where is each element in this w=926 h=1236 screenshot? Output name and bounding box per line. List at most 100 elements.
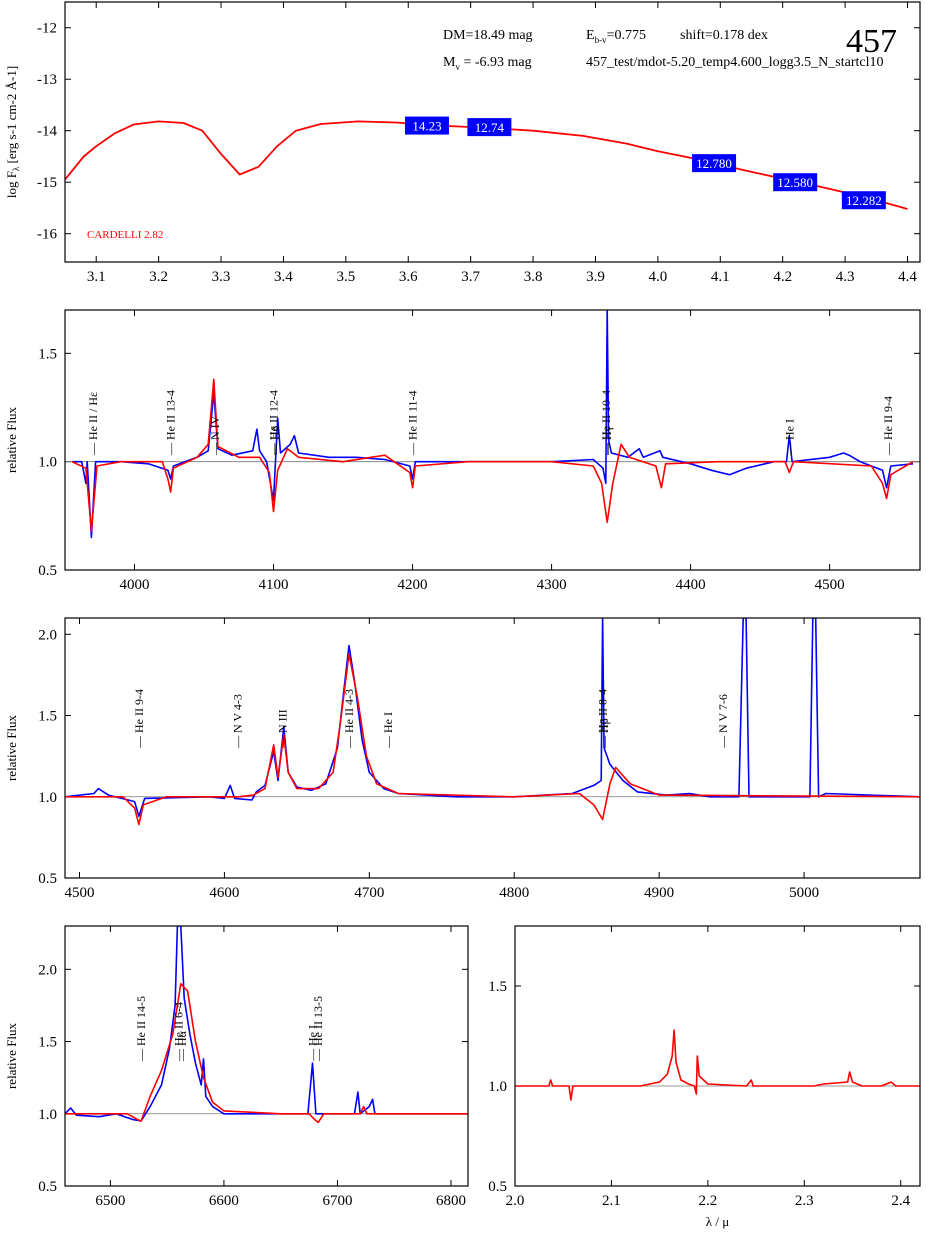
x-tick-label: 3.7 <box>461 269 480 285</box>
y-tick-label: -13 <box>37 72 57 88</box>
line-id-label: — He I <box>381 712 395 749</box>
x-tick-label: 5000 <box>789 885 819 901</box>
svg-text:— He II 8-4: — He II 8-4 <box>596 689 610 749</box>
plot-frame <box>64 617 921 879</box>
line-id-label: — He II 6-4 <box>172 1002 186 1062</box>
line-id-label: — He II 13-5 <box>311 996 325 1062</box>
x-tick-label: 6700 <box>322 1193 352 1209</box>
extinction-label: Eb-v=0.775 <box>586 28 646 45</box>
header-block: DM=18.49 mag Eb-v=0.775 shift=0.178 dex … <box>443 23 897 72</box>
panel-blue: 4000 4100 4200 4300 4400 4500 1.5 1.0 0.5 — He II… <box>4 309 921 593</box>
line-id-label: — He II 8-4 <box>596 689 610 749</box>
x-tick-label: 4600 <box>209 885 239 901</box>
y-axis-label: relative Flux <box>4 714 19 781</box>
x-tick-label: 4400 <box>676 577 706 593</box>
distance-modulus: DM=18.49 mag <box>443 28 533 43</box>
plot-frame <box>64 309 921 571</box>
observed-spectrum-line <box>72 310 914 539</box>
x-tick-label: 4900 <box>644 885 674 901</box>
line-id-label: — He II 9-4 <box>881 396 895 456</box>
line-id-label: — He II 11-4 <box>406 390 420 456</box>
line-id-label: — He II 10-4 <box>599 390 613 456</box>
photometry-box <box>773 173 818 192</box>
photometry-label: 12.74 <box>475 120 505 135</box>
line-id-label: — Hβ <box>597 718 611 749</box>
line-id-label: — He I <box>306 1025 320 1062</box>
x-axis-label: λ / μ <box>706 1214 729 1229</box>
svg-text:— Hβ: — Hβ <box>597 718 611 749</box>
x-tick-label: 4300 <box>537 577 567 593</box>
x-tick-label: 3.6 <box>399 269 418 285</box>
svg-text:— He II 9-4: — He II 9-4 <box>132 689 146 749</box>
y-tick-label: 0.5 <box>38 1179 57 1195</box>
x-tick-label: 4100 <box>259 577 289 593</box>
line-id-label: — He I <box>782 419 796 456</box>
y-tick-label: -15 <box>37 175 57 191</box>
x-tick-label: 3.2 <box>149 269 168 285</box>
x-tick-label: 2.3 <box>795 1193 814 1209</box>
x-tick-label: 4.3 <box>836 269 855 285</box>
line-id-label: — He II 14-5 <box>134 996 148 1062</box>
svg-text:— He II 13-4: — He II 13-4 <box>164 390 178 456</box>
photometry-label: 12.580 <box>777 175 813 190</box>
y-tick-label: 1.5 <box>488 979 507 995</box>
line-id-label: — N V 4-3 <box>230 694 244 749</box>
x-tick-label: 4700 <box>354 885 384 901</box>
x-tick-label: 4.0 <box>649 269 668 285</box>
line-id-label: — He II / Hε <box>86 392 100 456</box>
svg-text:— N V 7-6: — N V 7-6 <box>716 694 730 749</box>
x-tick-label: 3.9 <box>586 269 605 285</box>
reddening-law-label: CARDELLI 2.82 <box>87 229 163 241</box>
model-spectrum-line <box>71 378 914 532</box>
x-tick-label: 4.2 <box>773 269 792 285</box>
photometry-label: 12.282 <box>846 193 882 208</box>
svg-text:— He II 4-3: — He II 4-3 <box>342 689 356 749</box>
svg-text:— He II / Hε: — He II / Hε <box>86 392 100 456</box>
x-tick-label: 4.1 <box>711 269 730 285</box>
y-tick-label: 2.0 <box>38 962 57 978</box>
line-id-label: — He II 9-4 <box>132 689 146 749</box>
panel-red: 6500 6600 6700 6800 2.0 1.5 1.0 0.5 — He II 14-5… <box>4 925 469 1209</box>
x-tick-label: 6500 <box>95 1193 125 1209</box>
x-tick-label: 4000 <box>120 577 150 593</box>
star-id: 457 <box>846 23 897 60</box>
y-tick-label: 0.5 <box>38 871 57 887</box>
x-tick-label: 2.0 <box>506 1193 525 1209</box>
y-axis-label: relative Flux <box>4 1022 19 1089</box>
svg-text:— He II 6-4: — He II 6-4 <box>172 1002 186 1062</box>
photometry-box <box>692 154 737 173</box>
svg-text:— N III: — N III <box>275 709 289 749</box>
photometry-label: 14.23 <box>412 119 441 134</box>
x-tick-label: 4800 <box>499 885 529 901</box>
y-tick-label: -14 <box>37 124 57 140</box>
y-axis-label: log Fλ [erg s-1 cm-2 Å-1] <box>4 66 21 198</box>
line-id-label: — He II 4-3 <box>342 689 356 749</box>
svg-text:— He I: — He I <box>306 1025 320 1062</box>
svg-text:— Hγ: — Hγ <box>600 425 614 456</box>
model-spectrum-line <box>65 653 920 826</box>
y-tick-label: 1.5 <box>38 1035 57 1051</box>
plot-frame <box>64 1 921 263</box>
svg-text:— He II 13-5: — He II 13-5 <box>311 996 325 1062</box>
x-tick-label: 6800 <box>436 1193 466 1209</box>
x-tick-label: 4200 <box>398 577 428 593</box>
line-id-label: — He II 12-4 <box>267 390 281 456</box>
photometry-box <box>404 116 449 135</box>
svg-text:— N IV: — N IV <box>208 415 222 456</box>
x-tick-label: 3.1 <box>87 269 106 285</box>
photometry-box <box>467 118 512 137</box>
y-tick-label: 0.5 <box>38 563 57 579</box>
svg-text:— He II 10-4: — He II 10-4 <box>599 390 613 456</box>
plot-frame <box>514 925 921 1187</box>
line-id-label: — Hγ <box>600 425 614 456</box>
y-tick-label: 1.5 <box>38 346 57 362</box>
line-id-label: — N III <box>275 709 289 749</box>
plot-frame <box>64 925 469 1187</box>
x-tick-label: 3.5 <box>336 269 355 285</box>
svg-text:— He II 12-4: — He II 12-4 <box>267 390 281 456</box>
x-tick-label: 4500 <box>815 577 845 593</box>
x-tick-label: 3.4 <box>274 269 293 285</box>
x-tick-label: 6600 <box>209 1193 239 1209</box>
line-id-label: — N IV <box>208 415 222 456</box>
